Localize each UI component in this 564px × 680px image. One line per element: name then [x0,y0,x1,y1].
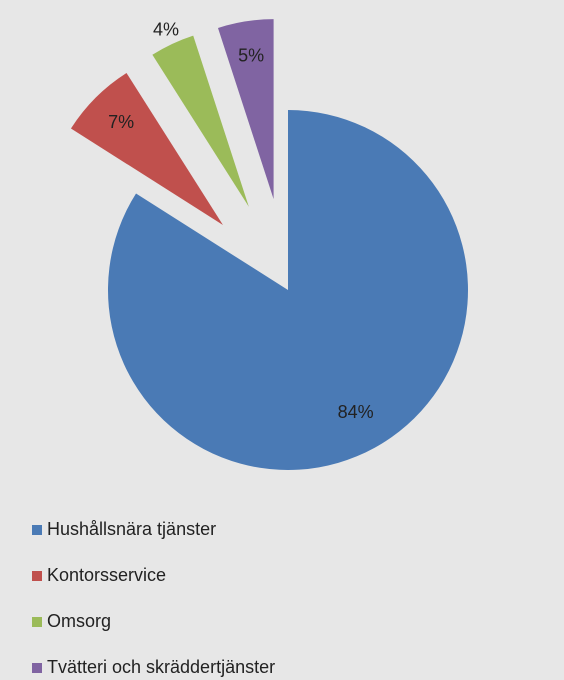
legend-label: Hushållsnära tjänster [47,519,216,539]
pie-slice [107,110,469,470]
data-label: 5% [238,46,264,66]
legend-swatch [32,571,42,581]
pie-slice [70,72,223,225]
legend-label: Kontorsservice [47,565,166,585]
pie-slice [217,19,274,200]
legend-label: Tvätteri och skräddertjänster [47,657,275,677]
pie-slice [152,35,249,207]
legend-swatch [32,617,42,627]
data-label: 4% [153,20,179,40]
data-label: 7% [108,112,134,132]
legend-swatch [32,525,42,535]
legend-swatch [32,663,42,673]
legend-label: Omsorg [47,611,111,631]
data-label: 84% [338,402,374,422]
